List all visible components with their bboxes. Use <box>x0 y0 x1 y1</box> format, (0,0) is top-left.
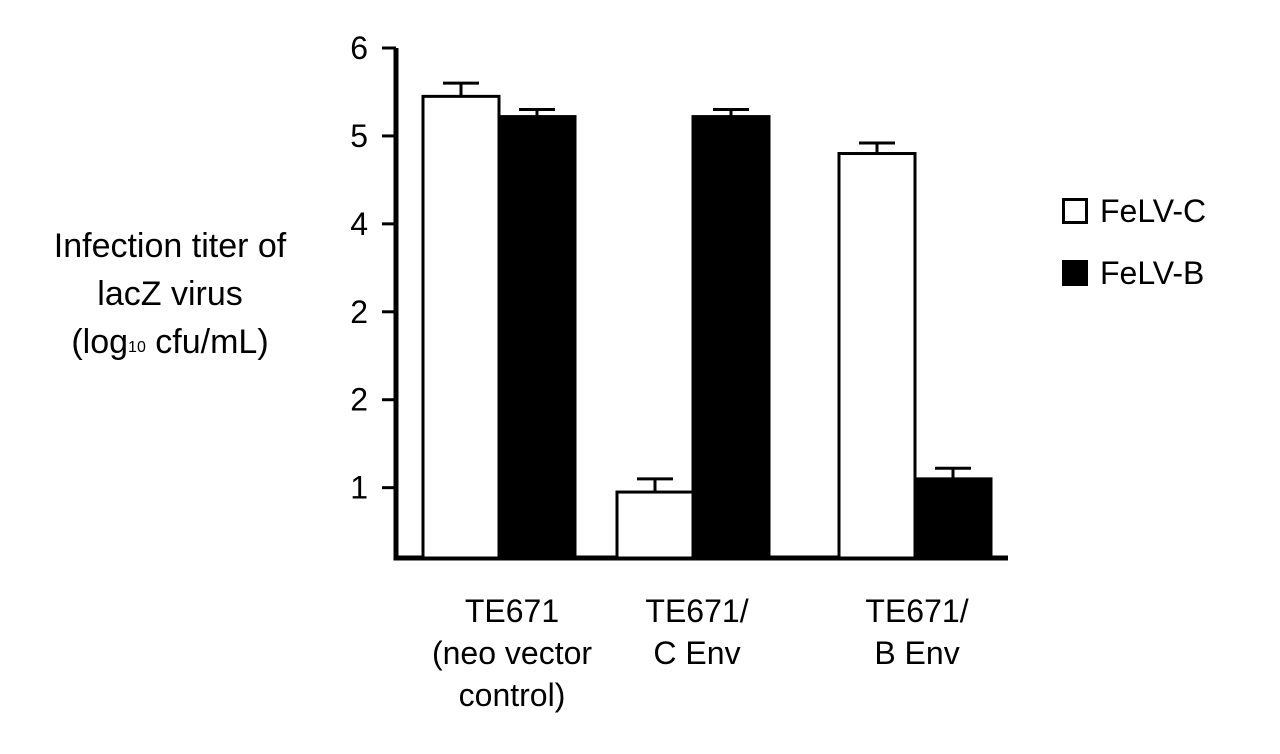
legend-swatch-felv-b <box>1062 260 1088 286</box>
legend-item-felv-c: FeLV-C <box>1062 190 1206 232</box>
bar <box>497 115 577 560</box>
legend: FeLV-C FeLV-B <box>1062 190 1206 314</box>
y-tick-label: 5 <box>350 118 368 154</box>
x-category-label: B Env <box>874 635 959 671</box>
legend-item-felv-b: FeLV-B <box>1062 252 1206 294</box>
bar <box>837 152 917 560</box>
bar <box>913 477 993 560</box>
x-category-labels: TE671 (neo vector control) TE671/C Env TE671… <box>432 593 969 713</box>
y-tick-label: 2 <box>350 382 368 418</box>
y-tick-label: 1 <box>350 470 368 506</box>
x-category-label: C Env <box>653 635 740 671</box>
x-category-label: TE671/ <box>645 593 748 629</box>
bar <box>421 94 501 560</box>
y-tick-label: 2 <box>350 294 368 330</box>
y-ticks: 1 2 2 4 5 6 <box>350 30 396 506</box>
x-category-label: TE671/ <box>865 593 968 629</box>
y-tick-label: 4 <box>350 206 368 242</box>
bar <box>691 115 771 560</box>
bar <box>615 490 695 560</box>
bars <box>421 81 993 560</box>
legend-swatch-felv-c <box>1062 198 1088 224</box>
legend-label-felv-c: FeLV-C <box>1100 192 1207 229</box>
legend-label-felv-b: FeLV-B <box>1100 254 1205 291</box>
y-axis-title-line-3: (log10 cfu/mL) <box>71 323 269 361</box>
y-axis-title-line-2: lacZ virus <box>97 275 243 313</box>
y-tick-label: 6 <box>350 30 368 66</box>
y-axis-title: Infection titer of lacZ virus (log10 cfu… <box>20 222 320 373</box>
x-category-label: control) <box>459 677 566 713</box>
x-category-label: (neo vector <box>432 635 592 671</box>
y-axis-title-line-1: Infection titer of <box>53 227 287 265</box>
x-category-label: TE671 <box>465 593 559 629</box>
